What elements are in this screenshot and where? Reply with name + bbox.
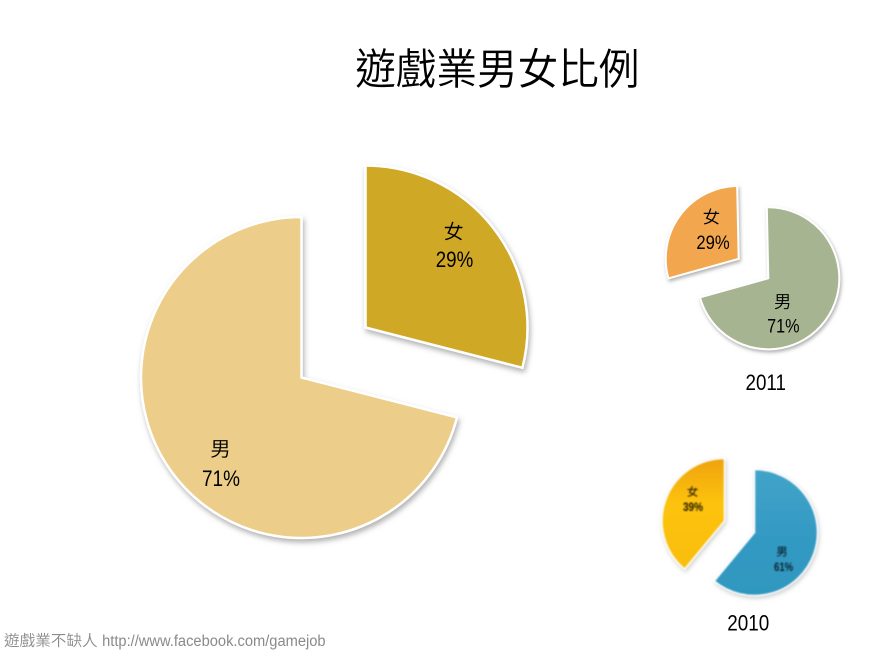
svg-text:71%: 71%	[767, 316, 799, 338]
svg-text:71%: 71%	[202, 466, 240, 491]
svg-text:http://www.facebook.com/gamejo: http://www.facebook.com/gamejob	[102, 633, 326, 650]
svg-text:29%: 29%	[696, 232, 729, 254]
svg-text:61%: 61%	[774, 562, 793, 574]
svg-text:39%: 39%	[683, 502, 703, 514]
svg-text:2011: 2011	[746, 370, 786, 395]
svg-text:29%: 29%	[436, 247, 474, 272]
svg-text:2010: 2010	[727, 611, 769, 636]
